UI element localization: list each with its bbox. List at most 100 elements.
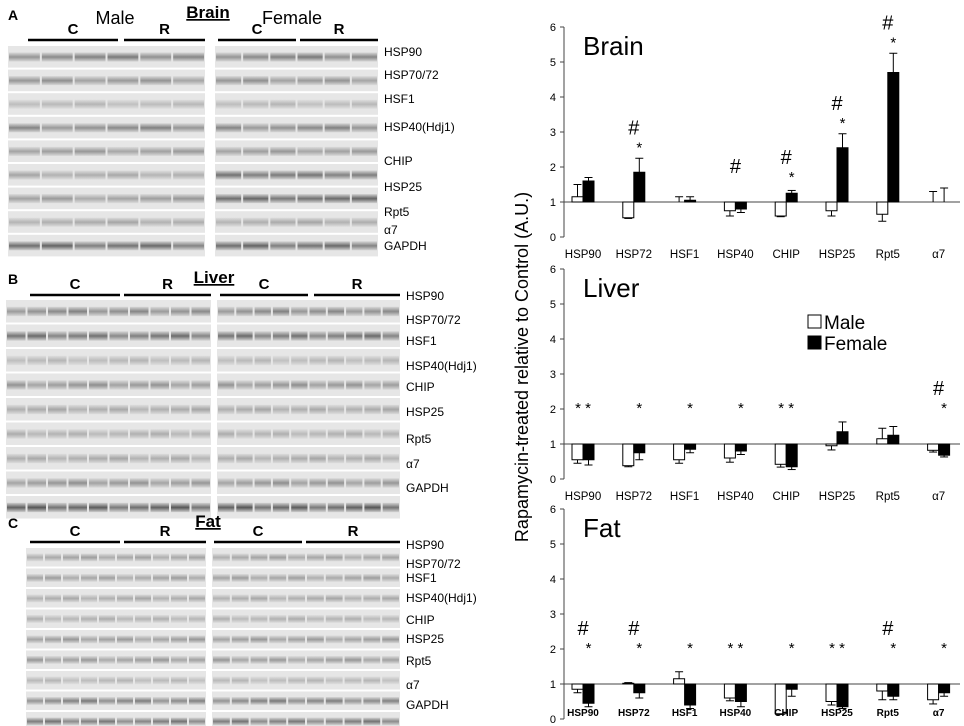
blot-band xyxy=(243,52,269,62)
blot-band xyxy=(327,380,345,390)
blot-band xyxy=(327,453,345,464)
bar-male xyxy=(723,201,736,212)
blot-band xyxy=(270,241,296,251)
blot-band xyxy=(153,676,169,685)
band-label: HSP25 xyxy=(384,180,422,194)
bar-male xyxy=(622,682,635,685)
blot-band xyxy=(218,453,235,464)
band-label: HSP40(Hdj1) xyxy=(406,591,477,605)
bar-male xyxy=(825,683,838,702)
blot-band xyxy=(346,404,363,415)
blot-band xyxy=(382,502,399,513)
band-label: HSP40(Hdj1) xyxy=(406,359,477,373)
blot-band xyxy=(117,574,133,582)
y-tick-label: 1 xyxy=(550,679,556,691)
blot-band xyxy=(269,615,287,623)
blot-band xyxy=(135,615,151,623)
blot-band xyxy=(130,502,149,513)
significance-star: * * xyxy=(829,640,845,657)
blot-band xyxy=(99,635,115,644)
blot-band xyxy=(135,676,151,685)
blot-row-bg xyxy=(8,234,205,257)
blot-band xyxy=(48,306,67,317)
blot-band xyxy=(191,380,210,390)
bar-male xyxy=(876,683,889,692)
blot-band xyxy=(243,76,269,86)
blot-band xyxy=(346,355,363,366)
blot-band xyxy=(41,76,73,86)
blot-band xyxy=(41,52,73,62)
blot-band xyxy=(171,635,187,644)
bar-male xyxy=(622,443,635,467)
blot-row-bg xyxy=(215,164,378,186)
blot-band xyxy=(254,331,271,341)
blot-row-bg xyxy=(26,589,206,608)
blot-band xyxy=(45,635,61,644)
blot-band xyxy=(9,241,40,251)
blot-band xyxy=(382,306,399,317)
blot-band xyxy=(324,146,350,156)
x-tick-label: HSF1 xyxy=(672,708,698,719)
blot-band xyxy=(231,574,249,582)
blot-band xyxy=(63,615,79,623)
blot-band xyxy=(117,553,133,562)
blot-title: Fat xyxy=(195,512,221,531)
blot-band xyxy=(270,99,296,109)
blot-band xyxy=(45,615,61,623)
blot-band xyxy=(7,502,26,513)
x-tick-label: HSP90 xyxy=(565,491,601,503)
blot-band xyxy=(250,635,268,644)
blot-row-bg xyxy=(215,93,378,115)
y-tick-label: 3 xyxy=(550,127,556,139)
blot-band xyxy=(130,355,149,366)
blot-band xyxy=(327,478,345,488)
blot-band xyxy=(269,676,287,685)
blot-band xyxy=(250,676,268,685)
blot-band xyxy=(382,676,399,685)
blot-band xyxy=(89,478,108,488)
blot-band xyxy=(63,697,79,705)
blot-band xyxy=(173,194,204,204)
blot-band xyxy=(140,170,172,180)
blot-band xyxy=(150,355,169,366)
blot-band xyxy=(48,331,67,341)
significance-star: * xyxy=(941,640,947,657)
blot-band xyxy=(351,194,377,204)
group-label: R xyxy=(160,523,171,540)
bar-female xyxy=(836,431,849,445)
blot-band xyxy=(213,553,230,562)
blot-band xyxy=(130,453,149,464)
blot-band xyxy=(89,502,108,513)
blot-band xyxy=(288,594,305,603)
band-label: HSP70/72 xyxy=(406,557,461,571)
blot-row-bg xyxy=(217,373,400,396)
blot-band xyxy=(48,404,67,415)
significance-star: * xyxy=(789,169,795,186)
blot-band xyxy=(243,99,269,109)
blot-band xyxy=(107,123,139,133)
blot-band xyxy=(27,453,46,464)
blot-row-bg xyxy=(212,671,400,690)
blot-row-bg xyxy=(215,46,378,68)
blot-band xyxy=(269,717,287,726)
blot-band xyxy=(109,429,128,439)
blot-band xyxy=(99,656,115,664)
blot-band xyxy=(250,656,268,664)
blot-band xyxy=(213,656,230,664)
blot-band xyxy=(63,635,79,644)
blot-band xyxy=(173,52,204,62)
blot-row-bg xyxy=(215,116,378,139)
x-tick-label: HSP72 xyxy=(618,708,650,719)
blot-band xyxy=(41,170,73,180)
blot-band xyxy=(344,656,362,664)
blot-band xyxy=(346,380,363,390)
blot-band xyxy=(189,574,205,582)
blot-band xyxy=(99,553,115,562)
band-label: Rpt5 xyxy=(406,654,432,668)
blot-band xyxy=(307,574,324,582)
band-label: GAPDH xyxy=(406,698,449,712)
blot-band xyxy=(351,99,377,109)
blot-band xyxy=(213,635,230,644)
blot-band xyxy=(324,170,350,180)
blot-band xyxy=(243,123,269,133)
